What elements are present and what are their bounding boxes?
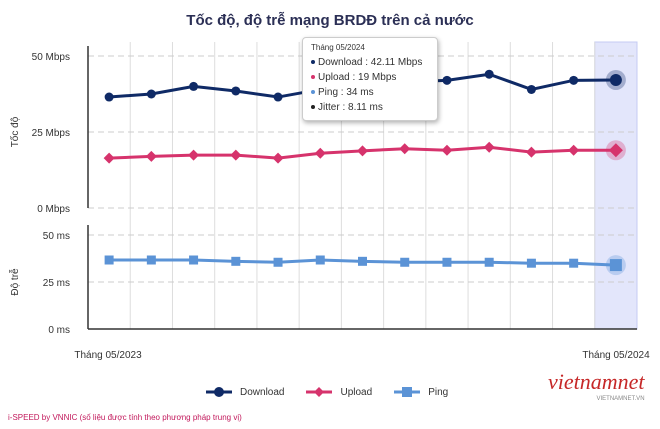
x-tick-label: Tháng 05/2023 (74, 350, 142, 361)
upload-point (230, 149, 242, 161)
ping-point (315, 255, 325, 265)
y-tick-label: 50 ms (43, 231, 70, 242)
upload-point (188, 149, 200, 161)
upload-point (272, 152, 284, 164)
tooltip-jitter: Jitter : 8.11 ms (318, 102, 383, 113)
upload-point (399, 143, 411, 155)
tooltip-upload: Upload : 19 Mbps (318, 72, 397, 83)
tooltip: Tháng 05/2024 Download : 42.11 Mbps Uplo… (302, 37, 438, 121)
tooltip-ping: Ping : 34 ms (318, 87, 374, 98)
upload-point (314, 147, 326, 159)
download-point (484, 69, 494, 79)
chart-title: Tốc độ, độ trễ mạng BRDĐ trên cả nước (186, 12, 474, 29)
jitter-dot-icon (311, 105, 315, 110)
upload-point (483, 141, 495, 153)
legend-download[interactable]: Download (206, 386, 284, 398)
upload-point (525, 146, 537, 158)
y-tick-label: 25 ms (43, 278, 70, 289)
download-point (273, 92, 283, 102)
vietnamnet-logo: vietnamnet VIETNAMNET.VN (548, 370, 645, 403)
y-tick-label: 0 Mbps (37, 204, 70, 215)
ping-point (484, 257, 494, 267)
y-tick-label: 0 ms (48, 325, 70, 336)
upload-point (441, 144, 453, 156)
ping-point (189, 255, 199, 265)
download-point (526, 84, 536, 94)
ping-dot-icon (311, 90, 315, 95)
y-tick-label: 25 Mbps (32, 128, 70, 139)
legend: Download Upload Ping (206, 386, 448, 398)
upload-point (568, 144, 580, 156)
ping-point (146, 255, 156, 265)
tooltip-download: Download : 42.11 Mbps (318, 57, 423, 68)
upload-point (145, 150, 157, 162)
download-point (569, 75, 579, 85)
download-dot-icon (311, 60, 315, 65)
logo-subtext: VIETNAMNET.VN (596, 396, 645, 402)
legend-ping-label: Ping (428, 386, 449, 398)
legend-ping[interactable]: Ping (394, 386, 448, 398)
download-point (442, 75, 452, 85)
tooltip-header: Tháng 05/2024 (311, 43, 365, 52)
legend-upload[interactable]: Upload (306, 386, 372, 398)
legend-upload-label: Upload (340, 386, 373, 398)
upload-dot-icon (311, 75, 315, 80)
source-note: i-SPEED by VNNIC (số liệu được tính theo… (8, 413, 242, 422)
download-point (609, 73, 622, 86)
ping-point (526, 258, 536, 268)
download-point (146, 89, 156, 99)
ping-point (273, 257, 283, 267)
y-axis-label: Độ trễ (8, 268, 21, 296)
legend-download-label: Download (240, 386, 285, 398)
highlight-band (594, 41, 638, 330)
ping-point (358, 256, 367, 266)
download-point (231, 86, 241, 96)
ping-point (609, 259, 622, 272)
download-point (104, 92, 114, 102)
y-tick-label: 50 Mbps (32, 52, 70, 63)
ping-point (104, 255, 114, 265)
x-tick-label: Tháng 05/2024 (582, 350, 650, 361)
upload-point (103, 152, 115, 164)
y-axis-label: Tốc độ (9, 116, 21, 147)
ping-point (442, 257, 452, 267)
ping-point (231, 256, 241, 266)
ping-point (569, 258, 579, 268)
download-point (189, 81, 199, 91)
logo-text: vietnamnet (548, 369, 645, 394)
upload-point (357, 145, 368, 157)
upload-point (608, 143, 623, 158)
ping-point (400, 257, 410, 267)
